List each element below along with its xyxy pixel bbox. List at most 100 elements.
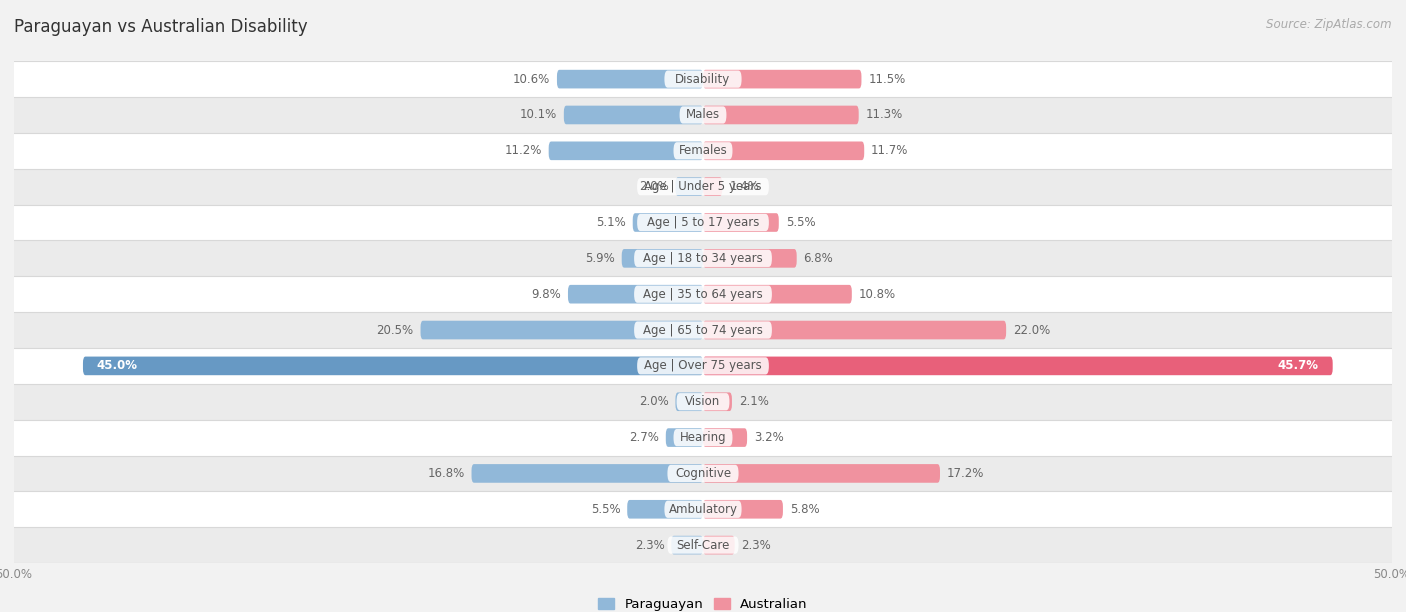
FancyBboxPatch shape [14, 312, 1392, 348]
Text: 11.5%: 11.5% [869, 73, 905, 86]
FancyBboxPatch shape [420, 321, 703, 340]
Text: 5.9%: 5.9% [585, 252, 614, 265]
FancyBboxPatch shape [703, 321, 1007, 340]
Text: 2.3%: 2.3% [741, 539, 772, 551]
FancyBboxPatch shape [14, 61, 1392, 97]
Text: Self-Care: Self-Care [676, 539, 730, 551]
Text: 6.8%: 6.8% [804, 252, 834, 265]
Text: 11.3%: 11.3% [866, 108, 903, 121]
FancyBboxPatch shape [665, 70, 741, 88]
FancyBboxPatch shape [637, 178, 769, 195]
FancyBboxPatch shape [703, 106, 859, 124]
FancyBboxPatch shape [671, 536, 703, 554]
FancyBboxPatch shape [666, 428, 703, 447]
FancyBboxPatch shape [568, 285, 703, 304]
Text: 22.0%: 22.0% [1012, 324, 1050, 337]
FancyBboxPatch shape [703, 177, 723, 196]
FancyBboxPatch shape [14, 491, 1392, 527]
FancyBboxPatch shape [14, 455, 1392, 491]
Text: 20.5%: 20.5% [377, 324, 413, 337]
Text: Males: Males [686, 108, 720, 121]
Text: Disability: Disability [675, 73, 731, 86]
Text: 2.0%: 2.0% [638, 395, 669, 408]
FancyBboxPatch shape [634, 286, 772, 303]
Text: 10.1%: 10.1% [520, 108, 557, 121]
Text: Ambulatory: Ambulatory [668, 503, 738, 516]
FancyBboxPatch shape [703, 357, 1333, 375]
FancyBboxPatch shape [637, 357, 769, 375]
FancyBboxPatch shape [703, 70, 862, 89]
FancyBboxPatch shape [637, 214, 769, 231]
Text: Age | 65 to 74 years: Age | 65 to 74 years [643, 324, 763, 337]
FancyBboxPatch shape [665, 501, 741, 518]
FancyBboxPatch shape [557, 70, 703, 89]
FancyBboxPatch shape [14, 169, 1392, 204]
Text: Age | 18 to 34 years: Age | 18 to 34 years [643, 252, 763, 265]
Text: 10.6%: 10.6% [513, 73, 550, 86]
FancyBboxPatch shape [673, 142, 733, 159]
Text: Cognitive: Cognitive [675, 467, 731, 480]
FancyBboxPatch shape [703, 141, 865, 160]
FancyBboxPatch shape [627, 500, 703, 518]
FancyBboxPatch shape [14, 527, 1392, 563]
FancyBboxPatch shape [621, 249, 703, 267]
Text: 45.7%: 45.7% [1278, 359, 1319, 372]
FancyBboxPatch shape [14, 241, 1392, 276]
Text: 16.8%: 16.8% [427, 467, 464, 480]
Text: 1.4%: 1.4% [730, 180, 759, 193]
FancyBboxPatch shape [634, 250, 772, 267]
Text: Hearing: Hearing [679, 431, 727, 444]
FancyBboxPatch shape [14, 133, 1392, 169]
FancyBboxPatch shape [675, 392, 703, 411]
Text: Age | Under 5 years: Age | Under 5 years [644, 180, 762, 193]
Text: Paraguayan vs Australian Disability: Paraguayan vs Australian Disability [14, 18, 308, 36]
FancyBboxPatch shape [14, 204, 1392, 241]
FancyBboxPatch shape [675, 177, 703, 196]
FancyBboxPatch shape [14, 420, 1392, 455]
Text: 11.2%: 11.2% [505, 144, 541, 157]
Text: Age | 5 to 17 years: Age | 5 to 17 years [647, 216, 759, 229]
FancyBboxPatch shape [548, 141, 703, 160]
FancyBboxPatch shape [633, 213, 703, 232]
FancyBboxPatch shape [679, 106, 727, 124]
Text: 10.8%: 10.8% [859, 288, 896, 300]
FancyBboxPatch shape [668, 537, 738, 554]
Text: 5.5%: 5.5% [786, 216, 815, 229]
FancyBboxPatch shape [564, 106, 703, 124]
Text: Age | 35 to 64 years: Age | 35 to 64 years [643, 288, 763, 300]
Text: 17.2%: 17.2% [946, 467, 984, 480]
FancyBboxPatch shape [673, 429, 733, 446]
FancyBboxPatch shape [14, 97, 1392, 133]
FancyBboxPatch shape [703, 392, 733, 411]
Text: 5.8%: 5.8% [790, 503, 820, 516]
Legend: Paraguayan, Australian: Paraguayan, Australian [593, 593, 813, 612]
Text: 2.3%: 2.3% [634, 539, 665, 551]
FancyBboxPatch shape [14, 348, 1392, 384]
Text: 3.2%: 3.2% [754, 431, 783, 444]
FancyBboxPatch shape [676, 393, 730, 410]
FancyBboxPatch shape [634, 321, 772, 338]
Text: 2.0%: 2.0% [638, 180, 669, 193]
FancyBboxPatch shape [14, 384, 1392, 420]
FancyBboxPatch shape [471, 464, 703, 483]
Text: 5.1%: 5.1% [596, 216, 626, 229]
Text: 9.8%: 9.8% [531, 288, 561, 300]
Text: 2.7%: 2.7% [628, 431, 659, 444]
FancyBboxPatch shape [703, 428, 747, 447]
FancyBboxPatch shape [703, 464, 941, 483]
Text: Vision: Vision [685, 395, 721, 408]
FancyBboxPatch shape [703, 213, 779, 232]
FancyBboxPatch shape [668, 465, 738, 482]
Text: 11.7%: 11.7% [872, 144, 908, 157]
Text: Age | Over 75 years: Age | Over 75 years [644, 359, 762, 372]
FancyBboxPatch shape [703, 536, 735, 554]
Text: 45.0%: 45.0% [97, 359, 138, 372]
FancyBboxPatch shape [14, 276, 1392, 312]
FancyBboxPatch shape [83, 357, 703, 375]
FancyBboxPatch shape [703, 249, 797, 267]
Text: 5.5%: 5.5% [591, 503, 620, 516]
FancyBboxPatch shape [703, 285, 852, 304]
Text: 2.1%: 2.1% [738, 395, 769, 408]
FancyBboxPatch shape [703, 500, 783, 518]
Text: Females: Females [679, 144, 727, 157]
